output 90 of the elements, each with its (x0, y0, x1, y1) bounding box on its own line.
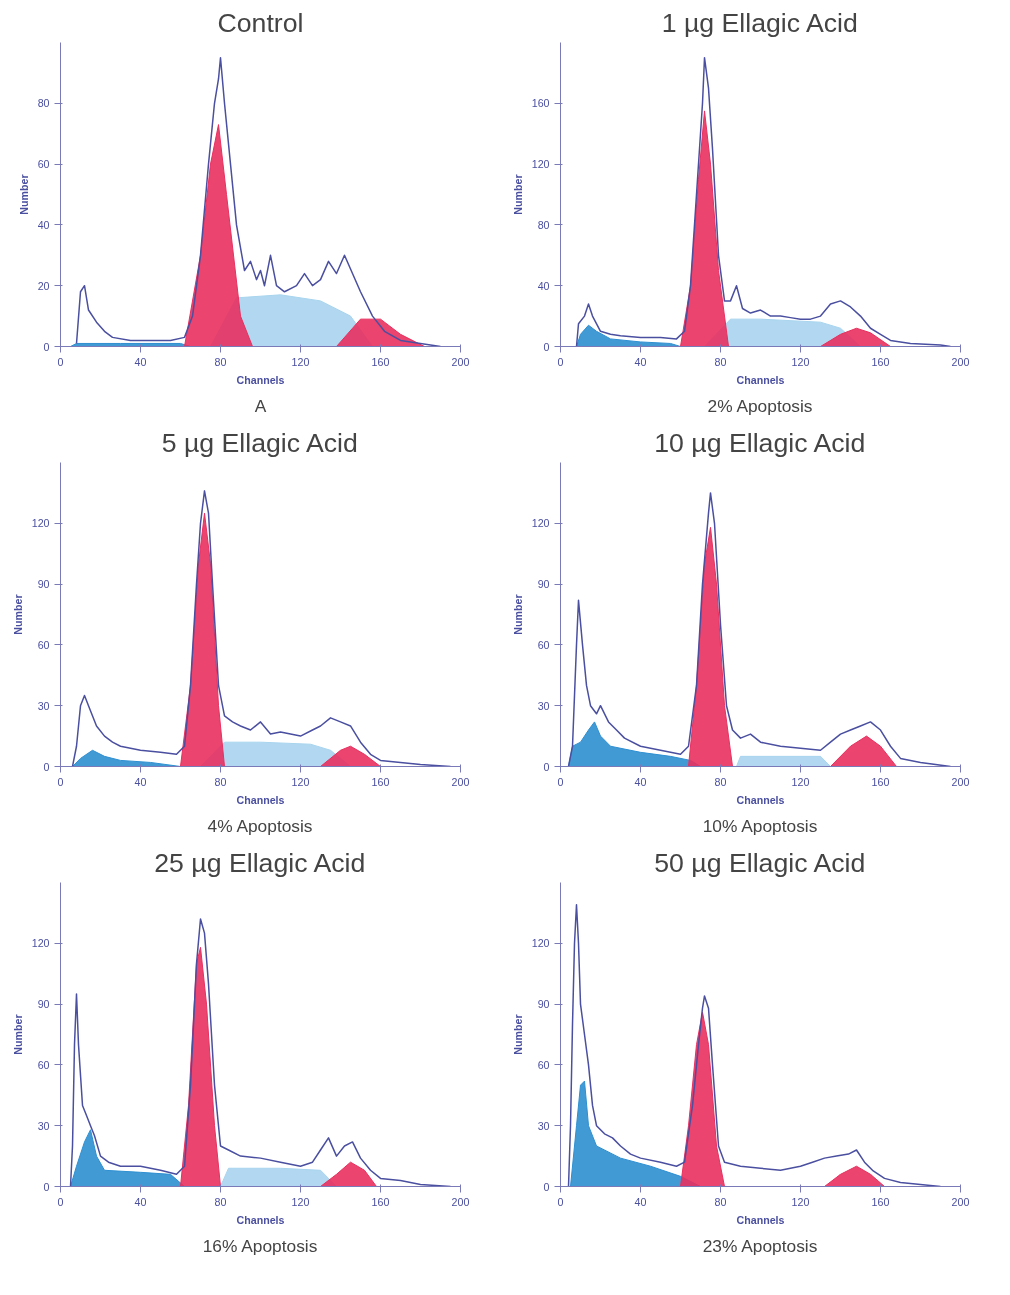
x-tick-label: 120 (291, 1195, 310, 1208)
y-tick-label: 120 (531, 517, 550, 530)
text: A (254, 395, 267, 416)
y-tick-label: 30 (37, 699, 50, 712)
text: 4% Apoptosis (207, 815, 313, 836)
y-axis-title: Number (511, 594, 524, 635)
text: 10% Apoptosis (702, 815, 818, 836)
chart-title: 10 µg Ellagic Acid (654, 427, 866, 458)
y-tick-label: 90 (37, 578, 50, 591)
y-axis-title: Number (511, 1014, 524, 1055)
x-tick-label: 160 (871, 1195, 890, 1208)
y-tick-label: 160 (531, 97, 550, 110)
y-tick-label: 30 (537, 699, 550, 712)
x-tick-label: 120 (291, 355, 310, 368)
x-tick-label: 120 (791, 775, 810, 788)
chart-title: 1 µg Ellagic Acid (661, 7, 858, 38)
x-tick-label: 200 (951, 1195, 970, 1208)
y-tick-label: 0 (543, 1180, 550, 1193)
x-tick-label: 80 (714, 355, 727, 368)
y-tick-label: 0 (543, 340, 550, 353)
x-tick-label: 40 (634, 355, 647, 368)
x-tick-label: 80 (214, 775, 227, 788)
y-tick-label: 90 (537, 998, 550, 1011)
y-tick-label: 60 (537, 1058, 550, 1071)
y-tick-label: 30 (37, 1119, 50, 1132)
y-tick-label: 40 (537, 279, 550, 292)
y-tick-label: 30 (537, 1119, 550, 1132)
x-tick-label: 80 (714, 1195, 727, 1208)
chart-title: 50 µg Ellagic Acid (654, 847, 866, 878)
x-tick-label: 200 (451, 355, 470, 368)
x-tick-label: 160 (871, 775, 890, 788)
x-tick-label: 0 (557, 1195, 564, 1208)
x-axis-title: Channels (236, 373, 285, 386)
y-tick-label: 80 (537, 218, 550, 231)
text: 2% Apoptosis (707, 395, 813, 416)
x-tick-label: 40 (634, 1195, 647, 1208)
y-tick-label: 0 (43, 340, 50, 353)
y-tick-label: 60 (537, 638, 550, 651)
x-tick-label: 80 (214, 1195, 227, 1208)
x-tick-label: 0 (557, 775, 564, 788)
y-axis-title: Number (511, 174, 524, 215)
x-tick-label: 80 (714, 775, 727, 788)
y-tick-label: 60 (37, 1058, 50, 1071)
y-axis-title: Number (17, 174, 30, 215)
y-tick-label: 0 (543, 760, 550, 773)
y-tick-label: 120 (31, 517, 50, 530)
x-tick-label: 160 (371, 775, 390, 788)
x-tick-label: 40 (134, 1195, 147, 1208)
x-tick-label: 160 (371, 1195, 390, 1208)
x-tick-label: 200 (951, 355, 970, 368)
x-tick-label: 160 (371, 355, 390, 368)
x-tick-label: 40 (134, 355, 147, 368)
x-tick-label: 0 (557, 355, 564, 368)
x-tick-label: 120 (791, 1195, 810, 1208)
y-axis-title: Number (11, 1014, 24, 1055)
chart-title: 5 µg Ellagic Acid (161, 427, 358, 458)
chart-title: Control (217, 7, 304, 38)
x-tick-label: 200 (951, 775, 970, 788)
y-tick-label: 80 (37, 97, 50, 110)
x-axis-title: Channels (736, 1213, 785, 1226)
x-tick-label: 40 (634, 775, 647, 788)
y-tick-label: 40 (37, 218, 50, 231)
text: 16% Apoptosis (202, 1235, 318, 1256)
x-tick-label: 0 (57, 1195, 64, 1208)
x-tick-label: 0 (57, 355, 64, 368)
x-tick-label: 160 (871, 355, 890, 368)
x-axis-title: Channels (736, 793, 785, 806)
y-tick-label: 0 (43, 1180, 50, 1193)
x-axis-title: Channels (736, 373, 785, 386)
y-tick-label: 60 (37, 638, 50, 651)
y-tick-label: 120 (531, 158, 550, 171)
x-tick-label: 0 (57, 775, 64, 788)
x-axis-title: Channels (236, 793, 285, 806)
text: 23% Apoptosis (702, 1235, 818, 1256)
y-tick-label: 90 (537, 578, 550, 591)
x-tick-label: 120 (791, 355, 810, 368)
x-tick-label: 40 (134, 775, 147, 788)
chart-title: 25 µg Ellagic Acid (154, 847, 366, 878)
x-tick-label: 200 (451, 1195, 470, 1208)
y-tick-label: 120 (531, 937, 550, 950)
x-axis-title: Channels (236, 1213, 285, 1226)
y-tick-label: 120 (31, 937, 50, 950)
x-tick-label: 200 (451, 775, 470, 788)
y-tick-label: 0 (43, 760, 50, 773)
y-tick-label: 90 (37, 998, 50, 1011)
y-tick-label: 60 (37, 158, 50, 171)
y-axis-title: Number (11, 594, 24, 635)
y-tick-label: 20 (37, 279, 50, 292)
x-tick-label: 80 (214, 355, 227, 368)
x-tick-label: 120 (291, 775, 310, 788)
